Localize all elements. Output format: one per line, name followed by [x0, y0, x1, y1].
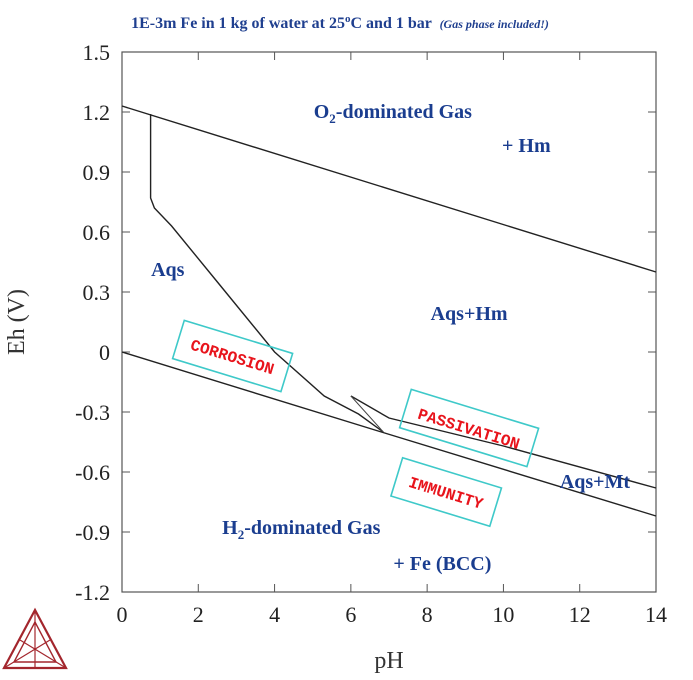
y-tick-label: 0 [99, 340, 110, 365]
region-labels: O2-dominated Gas + Hm Aqs Aqs+Hm Aqs+Mt H2-do… [151, 101, 630, 575]
annotation-box: CORROSION [171, 319, 294, 393]
plot-frame [121, 51, 657, 593]
y-tick-label: 1.2 [83, 100, 111, 125]
x-tick-label: 12 [569, 602, 591, 627]
region-label: + Fe (BCC) [393, 553, 491, 575]
region-label: O2-dominated Gas [314, 101, 472, 126]
region-label: Aqs+Hm [431, 303, 508, 325]
region-label: H2-dominated Gas [222, 517, 380, 542]
x-tick-label: 8 [422, 602, 433, 627]
region-label: Aqs [151, 259, 185, 281]
x-tick-label: 4 [269, 602, 280, 627]
y-tick-labels: 1.5 1.2 0.9 0.6 0.3 0 -0.3 -0.6 -0.9 -1.2 [75, 40, 110, 605]
y-tick-label: 0.3 [83, 280, 111, 305]
y-tick-label: -0.6 [75, 460, 110, 485]
y-axis-label: Eh (V) [4, 289, 30, 355]
annotation-box: PASSIVATION [398, 388, 540, 468]
y-tick-label: 1.5 [83, 40, 111, 65]
triangle-logo-icon [2, 607, 68, 670]
boundary-line [121, 105, 657, 273]
annotation-label: CORROSION [188, 337, 276, 379]
chart-subtitle: (Gas phase included!) [440, 17, 549, 31]
y-tick-label: -0.9 [75, 520, 110, 545]
annotation-box: IMMUNITY [389, 456, 503, 528]
x-tick-label: 2 [193, 602, 204, 627]
boundary-line [350, 395, 657, 489]
chart-title: 1E-3m Fe in 1 kg of water at 25oC and 1 … [131, 13, 549, 32]
y-tick-label: -1.2 [75, 580, 110, 605]
x-tick-label: 10 [492, 602, 514, 627]
boundary-line [149, 114, 384, 433]
x-tick-label: 14 [645, 602, 667, 627]
y-tick-label: 0.6 [83, 220, 111, 245]
x-axis-label: pH [374, 648, 403, 674]
x-tick-label: 0 [117, 602, 128, 627]
region-label: + Hm [502, 135, 551, 157]
region-label: Aqs+Mt [560, 471, 631, 493]
boundary-line [350, 395, 384, 433]
phase-boundary-lines [121, 105, 657, 517]
axis-ticks [121, 51, 657, 593]
x-tick-label: 6 [345, 602, 356, 627]
y-tick-label: 0.9 [83, 160, 111, 185]
boundary-line [121, 351, 657, 517]
y-tick-label: -0.3 [75, 400, 110, 425]
x-tick-labels: 0 2 4 6 8 10 12 14 [117, 602, 668, 627]
